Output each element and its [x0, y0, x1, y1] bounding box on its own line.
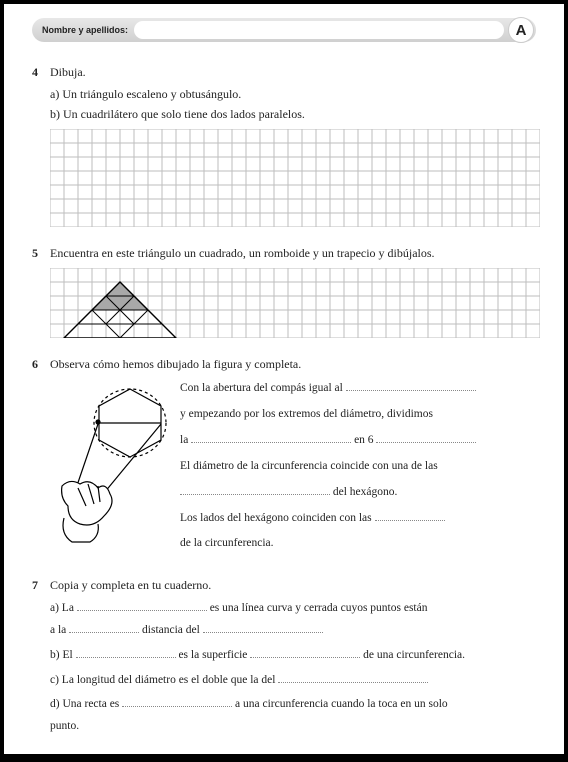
name-label: Nombre y apellidos: [42, 25, 128, 35]
blank[interactable] [69, 623, 139, 633]
t: del hexágono. [330, 486, 397, 498]
ex7-b[interactable]: b) El es la superficie de una circunfere… [50, 645, 536, 667]
ex4-item-b: b) Un cuadrilátero que solo tiene dos la… [50, 105, 536, 123]
ex5-number: 5 [32, 245, 50, 262]
t: de la circunferencia. [180, 537, 274, 549]
blank[interactable] [278, 672, 428, 682]
t: es la superficie [176, 649, 251, 661]
t: Los lados del hexágono coinciden con las [180, 512, 375, 524]
exercise-4: 4 Dibuja. a) Un triángulo escaleno y obt… [32, 64, 536, 227]
ex4-number: 4 [32, 64, 50, 81]
t: y empezando por los extremos del diámetr… [180, 408, 433, 420]
t: a una circunferencia cuando la toca en u… [232, 698, 448, 710]
compass-hexagon-figure [50, 378, 180, 559]
ex4-grid[interactable] [50, 129, 536, 227]
ex6-number: 6 [32, 356, 50, 373]
name-input[interactable] [134, 21, 504, 39]
worksheet-page: Nombre y apellidos: A 4 Dibuja. a) Un tr… [4, 4, 564, 754]
t: distancia del [139, 624, 203, 636]
t: a la [50, 624, 69, 636]
t: la [180, 434, 191, 446]
ex7-d[interactable]: d) Una recta es a una circunferencia cua… [50, 694, 536, 738]
t: de una circunferencia. [360, 649, 465, 661]
t: c) La longitud del diámetro es el doble … [50, 674, 278, 686]
ex5-grid[interactable] [50, 268, 536, 338]
t: El diámetro de la circunferencia coincid… [180, 460, 438, 472]
blank[interactable] [376, 433, 476, 443]
blank[interactable] [77, 601, 207, 611]
blank[interactable] [122, 697, 232, 707]
variant-badge: A [508, 17, 534, 43]
exercise-6: 6 Observa cómo hemos dibujado la figura … [32, 356, 536, 560]
blank[interactable] [375, 510, 445, 520]
ex7-a[interactable]: a) La es una línea curva y cerrada cuyos… [50, 598, 536, 642]
ex7-number: 7 [32, 577, 50, 594]
blank[interactable] [203, 623, 323, 633]
t: a) La [50, 602, 77, 614]
blank[interactable] [346, 381, 476, 391]
blank[interactable] [191, 433, 351, 443]
t: d) Una recta es [50, 698, 122, 710]
ex4-item-a: a) Un triángulo escaleno y obtusángulo. [50, 85, 536, 103]
ex5-title: Encuentra en este triángulo un cuadrado,… [50, 245, 536, 262]
t: punto. [50, 720, 79, 732]
t: es una línea curva y cerrada cuyos punto… [207, 602, 428, 614]
ex7-title: Copia y completa en tu cuaderno. [50, 577, 536, 594]
ex4-title: Dibuja. [50, 64, 536, 81]
blank[interactable] [76, 647, 176, 657]
ex7-c[interactable]: c) La longitud del diámetro es el doble … [50, 670, 536, 692]
t: Con la abertura del compás igual al [180, 382, 346, 394]
blank[interactable] [250, 647, 360, 657]
t: en 6 [351, 434, 376, 446]
t: b) El [50, 649, 76, 661]
exercise-7: 7 Copia y completa en tu cuaderno. a) La… [32, 577, 536, 738]
exercise-5: 5 Encuentra en este triángulo un cuadrad… [32, 245, 536, 338]
blank[interactable] [180, 484, 330, 494]
ex6-title: Observa cómo hemos dibujado la figura y … [50, 356, 536, 373]
ex6-fill-text[interactable]: Con la abertura del compás igual al y em… [180, 378, 536, 559]
name-bar: Nombre y apellidos: A [32, 18, 536, 42]
